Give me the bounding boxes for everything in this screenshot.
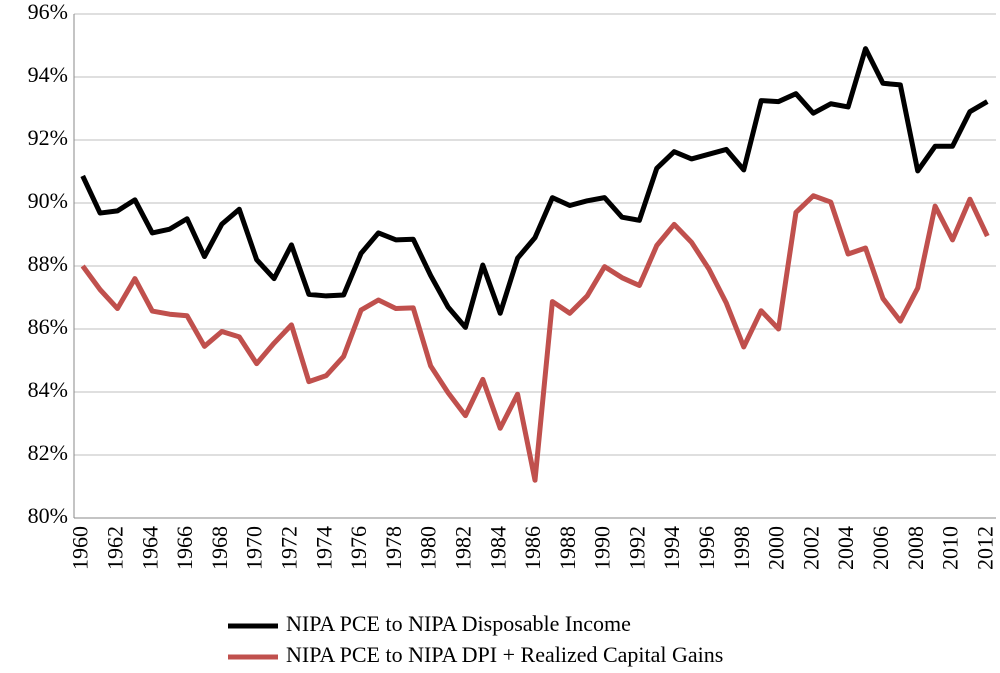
y-tick-label: 90% bbox=[28, 188, 68, 213]
y-tick-label: 86% bbox=[28, 314, 68, 339]
x-tick-label: 1984 bbox=[485, 526, 510, 570]
x-tick-label: 2012 bbox=[972, 526, 997, 570]
x-tick-label: 1988 bbox=[555, 526, 580, 570]
x-tick-label: 1986 bbox=[520, 526, 545, 570]
x-tick-label: 1964 bbox=[137, 526, 162, 570]
x-tick-label: 1994 bbox=[659, 526, 684, 570]
x-tick-label: 2002 bbox=[798, 526, 823, 570]
y-tick-label: 80% bbox=[28, 503, 68, 528]
y-tick-label: 84% bbox=[28, 377, 68, 402]
x-tick-label: 1980 bbox=[416, 526, 441, 570]
y-tick-label: 82% bbox=[28, 440, 68, 465]
x-tick-label: 2004 bbox=[833, 526, 858, 570]
x-tick-label: 1960 bbox=[68, 526, 93, 570]
legend-label: NIPA PCE to NIPA Disposable Income bbox=[286, 611, 631, 636]
x-tick-label: 2006 bbox=[868, 526, 893, 570]
y-tick-label: 94% bbox=[28, 62, 68, 87]
x-tick-label: 1972 bbox=[276, 526, 301, 570]
y-tick-label: 96% bbox=[28, 0, 68, 24]
x-tick-label: 1998 bbox=[729, 526, 754, 570]
x-tick-label: 1990 bbox=[590, 526, 615, 570]
x-tick-label: 1978 bbox=[381, 526, 406, 570]
x-tick-label: 2010 bbox=[938, 526, 963, 570]
series-line bbox=[80, 193, 990, 483]
legend-label: NIPA PCE to NIPA DPI + Realized Capital … bbox=[286, 642, 723, 667]
x-tick-label: 1962 bbox=[103, 526, 128, 570]
x-tick-label: 1970 bbox=[242, 526, 267, 570]
x-tick-label: 1974 bbox=[311, 526, 336, 570]
x-tick-label: 1966 bbox=[172, 526, 197, 570]
x-tick-label: 1992 bbox=[624, 526, 649, 570]
x-tick-label: 2000 bbox=[764, 526, 789, 570]
x-tick-label: 2008 bbox=[903, 526, 928, 570]
x-tick-label: 1976 bbox=[346, 526, 371, 570]
y-tick-label: 92% bbox=[28, 125, 68, 150]
x-tick-label: 1968 bbox=[207, 526, 232, 570]
x-tick-label: 1996 bbox=[694, 526, 719, 570]
series-line bbox=[80, 46, 989, 330]
x-tick-label: 1982 bbox=[450, 526, 475, 570]
y-tick-label: 88% bbox=[28, 251, 68, 276]
